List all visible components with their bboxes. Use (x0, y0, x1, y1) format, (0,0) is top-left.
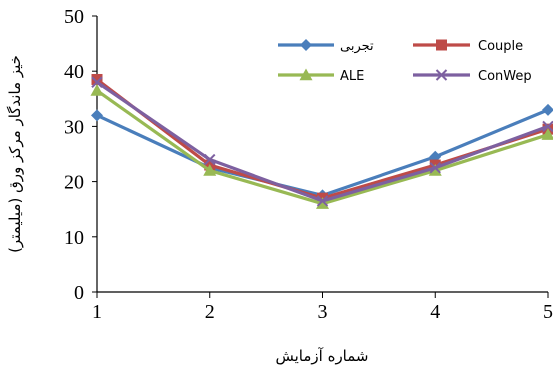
legend-label: ConWep (478, 69, 532, 84)
legend-marker (436, 39, 447, 51)
legend-entry: ConWep (413, 69, 532, 84)
y-tick-label: 30 (64, 116, 84, 138)
data-point (541, 128, 553, 140)
legend-label: Couple (478, 39, 523, 54)
x-tick-label: 2 (205, 301, 215, 323)
data-point (429, 162, 441, 174)
series-1 (91, 103, 553, 202)
legend-marker (435, 69, 448, 81)
x-tick-label: 5 (543, 301, 553, 323)
y-tick-label: 50 (64, 6, 84, 28)
y-tick-label: 20 (64, 172, 84, 194)
data-point (91, 109, 103, 122)
x-axis-title: شماره آزمایش (276, 347, 369, 365)
data-point (542, 103, 553, 116)
x-tick-label: 1 (92, 301, 102, 323)
legend-entry: ALE (278, 68, 364, 84)
series-4 (91, 76, 553, 207)
legend-entry: Couple (413, 39, 523, 54)
data-point (90, 84, 104, 96)
y-axis-title: خیز ماندگار مرکز ورق (میلیمتر) (6, 55, 24, 253)
series-2 (91, 73, 553, 204)
legend: تجربی Couple ALE ConWep (278, 39, 532, 84)
legend-label: ALE (340, 69, 364, 84)
legend-marker (299, 68, 313, 81)
legend-marker (300, 39, 312, 51)
data-point (91, 73, 103, 85)
series-3 (90, 84, 553, 209)
data-point (542, 120, 553, 133)
data-point (204, 153, 216, 166)
y-tick-label: 10 (64, 227, 84, 249)
y-tick-label: 0 (74, 282, 84, 304)
legend-label: تجربی (340, 39, 374, 54)
data-point (203, 164, 217, 176)
series-layer (90, 73, 553, 209)
x-tick-label: 4 (430, 301, 440, 323)
data-point (428, 164, 442, 176)
data-point (316, 195, 329, 207)
data-point (91, 76, 103, 88)
x-tick-label: 3 (318, 301, 328, 323)
y-tick-label: 40 (64, 61, 84, 83)
legend-entry: تجربی (278, 39, 374, 54)
series-line (96, 80, 549, 203)
axes: 0 10 20 30 40 50 1 2 3 4 5 (64, 6, 553, 323)
data-point (316, 197, 329, 209)
